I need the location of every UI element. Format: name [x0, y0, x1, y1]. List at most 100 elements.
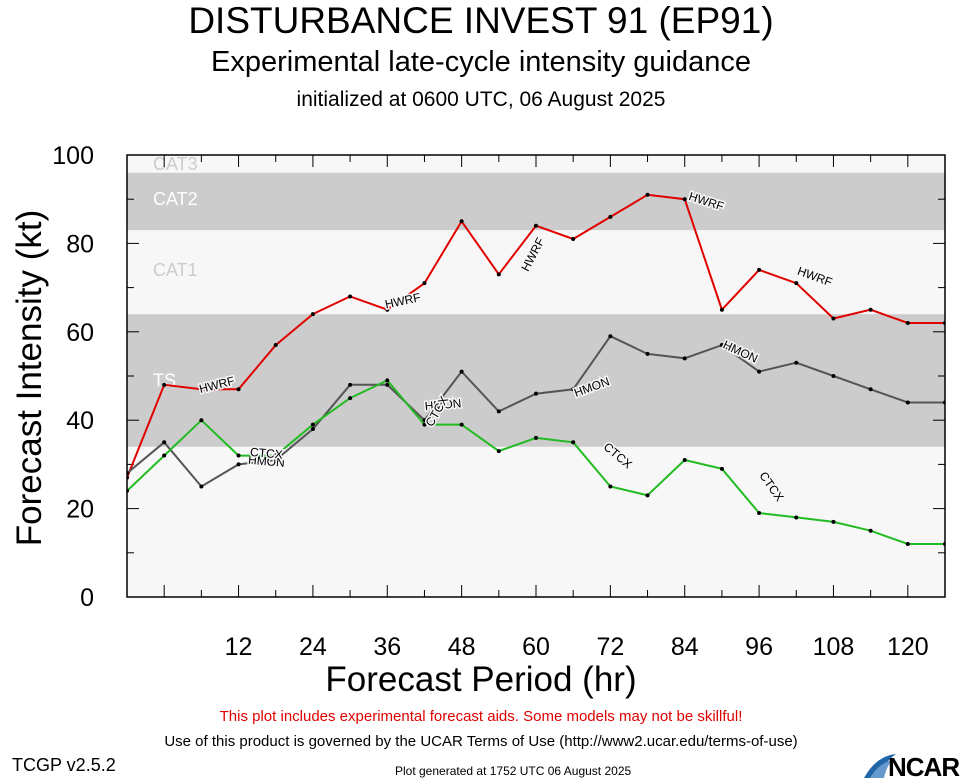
data-point-ctcx [348, 396, 353, 401]
band-label-cat2: CAT2 [153, 189, 198, 209]
data-point-hmon [273, 457, 278, 462]
data-point-hmon [127, 471, 129, 476]
data-point-ctcx [310, 422, 315, 427]
series-label-ctcx: CTCX [250, 445, 284, 462]
ncar-logo-text: NCAR [888, 752, 960, 782]
data-point-hwrf [348, 294, 353, 299]
y-axis-label: Forecast Intensity (kt) [10, 209, 49, 547]
data-point-hwrf [162, 382, 167, 387]
band-label-cat1: CAT1 [153, 260, 198, 280]
init-time: initialized at 0600 UTC, 06 August 2025 [296, 88, 666, 111]
x-tick-label: 72 [596, 633, 624, 661]
data-point-hwrf [905, 320, 910, 325]
data-point-ctcx [831, 519, 836, 524]
data-point-ctcx [496, 449, 501, 454]
data-point-hwrf [127, 475, 129, 480]
data-point-hmon [905, 400, 910, 405]
data-point-ctcx [719, 466, 724, 471]
data-point-hwrf [608, 214, 613, 219]
data-point-ctcx [571, 440, 576, 445]
version-label: TCGP v2.5.2 [12, 755, 116, 775]
y-tick-label: 20 [66, 496, 94, 524]
generated-timestamp: Plot generated at 1752 UTC 06 August 202… [395, 764, 632, 778]
data-point-ctcx [273, 453, 278, 458]
data-point-hmon [831, 374, 836, 378]
data-point-hmon [682, 356, 687, 361]
data-point-hwrf [794, 281, 799, 286]
data-point-ctcx [422, 422, 427, 427]
data-point-ctcx [236, 453, 241, 458]
band-cat2 [127, 172, 945, 231]
data-point-hmon [534, 391, 538, 396]
data-point-hmon [236, 462, 241, 467]
data-point-ctcx [757, 511, 762, 516]
data-point-hwrf [645, 192, 650, 197]
data-point-ctcx [608, 484, 613, 489]
x-axis-label: Forecast Period (hr) [325, 660, 637, 699]
data-point-hwrf [757, 267, 762, 272]
axis-ticks [127, 154, 946, 598]
data-point-hmon [794, 360, 799, 365]
data-point-hmon [757, 369, 762, 374]
x-tick-label: 120 [887, 633, 929, 661]
band-ts [127, 314, 945, 447]
x-tick-label: 96 [745, 633, 773, 661]
data-point-hmon [422, 418, 427, 423]
data-point-hmon [608, 334, 613, 339]
data-point-hwrf [459, 219, 464, 224]
data-point-ctcx [385, 378, 390, 383]
data-point-hmon [385, 382, 390, 387]
band-label-ts: TS [153, 370, 176, 390]
x-tick-label: 84 [671, 633, 699, 661]
band-cat1 [127, 230, 945, 315]
data-point-hmon [310, 427, 315, 432]
experimental-warning: This plot includes experimental forecast… [219, 708, 743, 725]
data-point-hmon [645, 351, 650, 356]
data-point-ctcx [682, 457, 687, 462]
data-point-ctcx [943, 541, 945, 546]
data-point-ctcx [794, 515, 799, 520]
series-label-hmon: HMON [424, 396, 462, 413]
y-tick-label: 0 [80, 584, 94, 612]
data-point-hwrf [199, 387, 204, 392]
x-tick-label: 60 [522, 633, 550, 661]
y-tick-label: 40 [66, 407, 94, 435]
data-point-hmon [496, 409, 501, 414]
y-tick-label: 100 [52, 142, 94, 170]
data-point-ctcx [459, 422, 464, 427]
data-point-hmon [868, 387, 873, 392]
data-point-ctcx [905, 541, 910, 546]
y-tick-label: 60 [66, 319, 94, 347]
data-point-hmon [199, 484, 204, 489]
data-point-ctcx [868, 528, 873, 533]
y-tick-label: 80 [66, 230, 94, 258]
data-point-ctcx [162, 453, 167, 458]
x-tick-label: 36 [373, 633, 401, 661]
data-point-hwrf [310, 312, 315, 317]
data-point-hwrf [943, 320, 945, 325]
data-point-hwrf [496, 272, 501, 277]
chart-title: DISTURBANCE INVEST 91 (EP91) [188, 0, 774, 41]
data-point-hwrf [422, 281, 427, 286]
data-point-hmon [348, 382, 353, 387]
data-point-hmon [719, 343, 724, 348]
data-point-hwrf [571, 236, 576, 241]
data-point-hwrf [385, 307, 390, 312]
data-point-hmon [162, 440, 167, 445]
plot-frame [126, 154, 946, 598]
data-point-hmon [943, 400, 945, 405]
data-point-hmon [459, 369, 464, 374]
category-bands: TS CAT1 CAT2 CAT3 [127, 155, 945, 447]
data-point-ctcx [534, 435, 538, 440]
data-point-hwrf [831, 316, 836, 321]
terms-of-use: Use of this product is governed by the U… [164, 733, 798, 750]
data-point-hmon [571, 387, 576, 392]
data-point-hwrf [273, 343, 278, 348]
data-point-ctcx [199, 418, 204, 423]
data-point-hwrf [719, 307, 724, 312]
data-point-ctcx [127, 488, 129, 493]
chart-subtitle: Experimental late-cycle intensity guidan… [211, 46, 751, 78]
data-point-hwrf [236, 387, 241, 392]
x-tick-label: 24 [299, 633, 327, 661]
